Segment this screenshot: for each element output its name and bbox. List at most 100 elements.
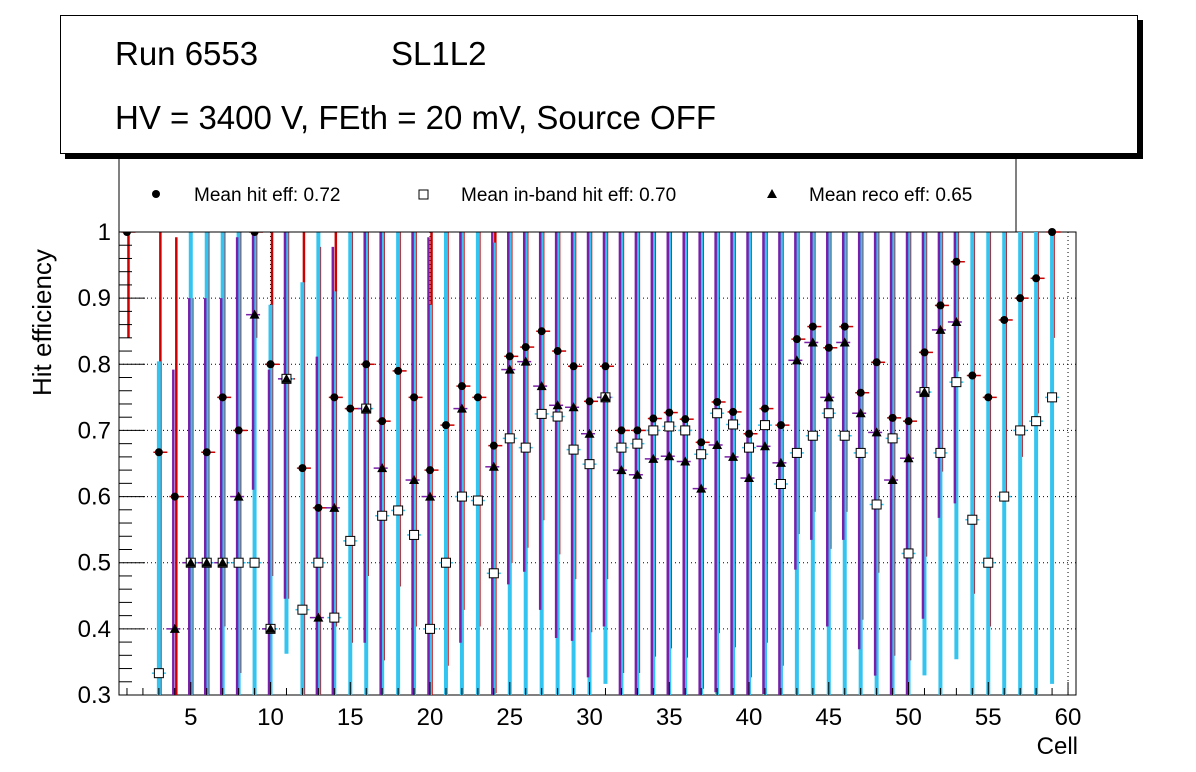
- inband-eff-point: [983, 557, 994, 568]
- reco-eff-point: [600, 392, 611, 402]
- hit-eff-point: [473, 393, 482, 402]
- inband-eff-point: [345, 535, 356, 546]
- x-tick-label: 10: [257, 704, 284, 731]
- hit-eff-point: [792, 335, 801, 344]
- inband-eff-point: [807, 430, 818, 441]
- hit-eff-point: [681, 415, 690, 424]
- inband-eff-point: [313, 557, 324, 568]
- reco-eff-point: [329, 502, 340, 512]
- hit-eff-point: [170, 492, 179, 501]
- inband-eff-point: [377, 510, 388, 521]
- inband-eff-point: [153, 668, 164, 679]
- reco-eff-point: [791, 355, 802, 365]
- hit-eff-point: [234, 426, 243, 435]
- reco-eff-point: [217, 557, 228, 567]
- inband-eff-point: [409, 529, 420, 540]
- reco-eff-point: [887, 475, 898, 485]
- y-tick-label: 0.7: [78, 417, 111, 444]
- y-axis-title: Hit efficiency: [27, 249, 57, 396]
- inband-eff-point: [855, 447, 866, 458]
- hit-eff-point: [920, 348, 929, 357]
- hit-eff-point: [776, 421, 785, 430]
- reco-eff-point: [744, 473, 755, 483]
- inband-eff-point: [1047, 392, 1058, 403]
- reco-eff-point: [536, 381, 547, 391]
- hit-eff-point: [362, 360, 371, 369]
- hit-eff-point: [346, 404, 355, 413]
- inband-eff-point: [775, 479, 786, 490]
- y-ticks: 0.3 0.4 0.5 0.6 0.7 0.8 0.9 1: [78, 219, 145, 709]
- hit-eff-point: [617, 426, 626, 435]
- reco-eff-point: [775, 457, 786, 467]
- reco-eff-point: [568, 402, 579, 412]
- inband-eff-point: [568, 444, 579, 455]
- inband-eff-point: [297, 604, 308, 615]
- x-tick-label: 25: [496, 704, 523, 731]
- x-ticks: 5 10 15 20 25 30 35 40 45 50 55 60: [126, 682, 1081, 731]
- y-tick-label: 0.6: [78, 484, 111, 511]
- inband-eff-point: [472, 495, 483, 506]
- reco-eff-point: [728, 451, 739, 461]
- inband-eff-point: [935, 447, 946, 458]
- reco-eff-point: [855, 408, 866, 418]
- x-tick-label: 50: [895, 704, 922, 731]
- hit-eff-point: [266, 360, 275, 369]
- inband-eff-point: [967, 514, 978, 525]
- hit-eff-point: [441, 421, 450, 430]
- legend-reco-marker: [767, 189, 777, 198]
- reco-eff-point: [185, 557, 196, 567]
- inband-eff-point: [823, 408, 834, 419]
- inband-eff-point: [951, 377, 962, 388]
- inband-eff-point: [552, 411, 563, 422]
- inband-eff-point: [759, 420, 770, 431]
- hit-eff-point: [154, 448, 163, 457]
- reco-eff-point: [409, 475, 420, 485]
- hit-eff-point: [665, 408, 674, 417]
- inband-eff-point: [425, 623, 436, 634]
- hit-eff-point: [1000, 315, 1009, 324]
- x-tick-label: 45: [815, 704, 842, 731]
- hit-eff-point: [713, 397, 722, 406]
- hit-eff-point: [649, 414, 658, 423]
- legend-hit-label: Mean hit eff: 0.72: [194, 185, 340, 206]
- reco-eff-point: [249, 309, 260, 319]
- x-tick-label: 5: [184, 704, 197, 731]
- inband-eff-point: [329, 612, 340, 623]
- reco-eff-point: [233, 491, 244, 501]
- inband-eff-point: [680, 425, 691, 436]
- hit-eff-point: [952, 257, 961, 266]
- y-tick-label: 0.8: [78, 351, 111, 378]
- y-tick-label: 0.3: [78, 682, 111, 709]
- hit-eff-point: [314, 503, 323, 512]
- inband-eff-point: [999, 491, 1010, 502]
- reco-eff-point: [935, 324, 946, 334]
- x-tick-label: 40: [736, 704, 763, 731]
- reco-eff-point: [552, 400, 563, 410]
- reco-eff-point: [919, 387, 930, 397]
- hit-eff-point: [760, 404, 769, 413]
- x-tick-label: 55: [975, 704, 1002, 731]
- hit-eff-point: [729, 407, 738, 416]
- reco-eff-point: [488, 461, 499, 471]
- inband-eff-point: [839, 430, 850, 441]
- reco-eff-point: [632, 469, 643, 479]
- legend-hit-marker: [152, 190, 160, 198]
- hit-eff-point: [1016, 294, 1025, 303]
- hit-eff-point: [521, 343, 530, 352]
- x-axis-title: Cell: [1037, 733, 1078, 760]
- inband-eff-point: [249, 557, 260, 568]
- hit-eff-point: [457, 382, 466, 391]
- reco-eff-point: [313, 612, 324, 622]
- hit-eff-point: [888, 413, 897, 422]
- reco-eff-point: [361, 403, 372, 413]
- hit-eff-point: [218, 393, 227, 402]
- hit-eff-point: [697, 438, 706, 447]
- title-box: Run 6553 SL1L2 HV = 3400 V, FEth = 20 mV…: [60, 15, 1138, 154]
- layer-label: SL1L2: [391, 35, 487, 72]
- reco-eff-point: [584, 428, 595, 438]
- inband-eff-point: [440, 557, 451, 568]
- hit-eff-point: [330, 393, 339, 402]
- reco-eff-point: [504, 364, 515, 374]
- inband-eff-point: [536, 408, 547, 419]
- hit-eff-point: [824, 343, 833, 352]
